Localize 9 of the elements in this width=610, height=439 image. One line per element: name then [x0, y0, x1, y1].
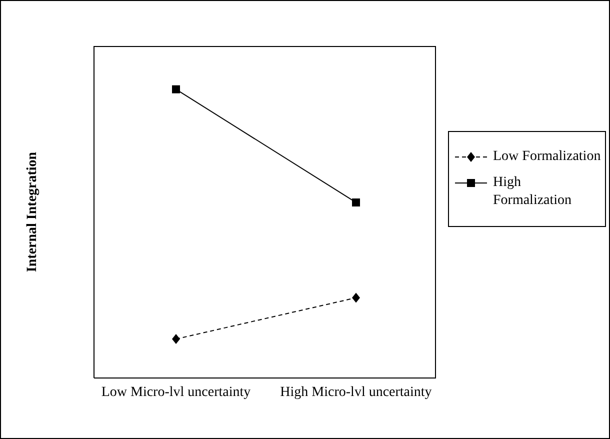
point — [352, 292, 360, 303]
x-tick-label: High Micro-lvl uncertainty — [280, 384, 432, 400]
legend-label: Low Formalization — [493, 148, 601, 166]
point — [172, 334, 180, 344]
y-axis-title: Internal Integration — [24, 152, 40, 272]
x-tick-label: Low Micro-lvl uncertainty — [101, 384, 251, 400]
point — [172, 85, 180, 94]
legend-label: High Formalization — [493, 174, 573, 210]
point — [352, 198, 360, 206]
